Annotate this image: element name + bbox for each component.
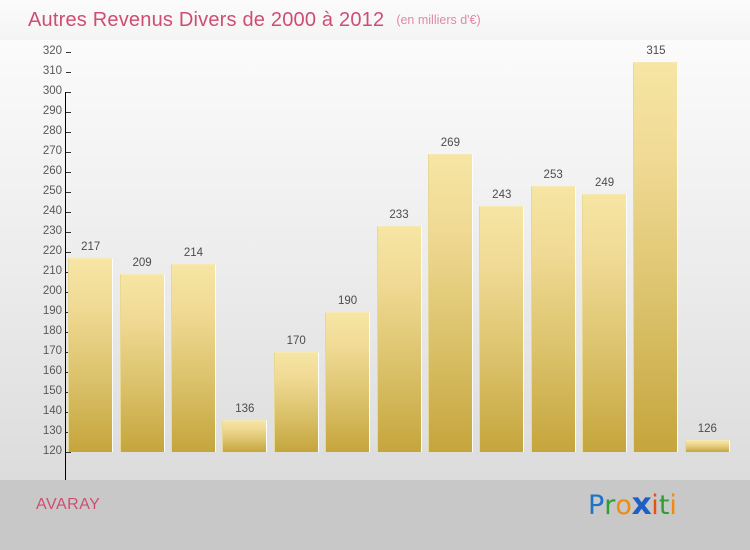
y-axis-tick bbox=[66, 132, 71, 133]
bar-value-label: 233 bbox=[389, 209, 409, 221]
y-axis-tick-label: 290 bbox=[42, 105, 62, 117]
logo-letter-x: x bbox=[631, 487, 652, 522]
bar-2004[interactable] bbox=[273, 352, 319, 452]
logo-letter-i2: i bbox=[669, 490, 677, 521]
bar-value-label: 136 bbox=[235, 403, 255, 415]
y-axis-tick-label: 230 bbox=[42, 225, 62, 237]
bar-2009[interactable] bbox=[530, 186, 576, 452]
bar-2000[interactable] bbox=[68, 258, 114, 452]
bar-value-label: 209 bbox=[132, 257, 152, 269]
y-axis-tick bbox=[66, 52, 71, 53]
bar-value-label: 190 bbox=[338, 295, 358, 307]
y-axis-tick-label: 250 bbox=[42, 185, 62, 197]
y-axis-tick-label: 310 bbox=[42, 65, 62, 77]
title-bar: Autres Revenus Divers de 2000 à 2012 (en… bbox=[0, 0, 750, 40]
bar-2001[interactable] bbox=[119, 274, 165, 452]
bar-2005[interactable] bbox=[325, 312, 371, 452]
y-axis-tick-label: 160 bbox=[42, 365, 62, 377]
footer: AVARAY Proxiti bbox=[0, 480, 750, 550]
y-axis-tick bbox=[66, 112, 71, 113]
y-axis-tick-label: 180 bbox=[42, 325, 62, 337]
bar-value-label: 126 bbox=[697, 423, 717, 435]
commune-name: AVARAY bbox=[36, 496, 101, 513]
y-axis-tick-label: 140 bbox=[42, 405, 62, 417]
y-axis-tick bbox=[66, 192, 71, 193]
page-title: Autres Revenus Divers de 2000 à 2012 bbox=[28, 8, 385, 31]
bar-2006[interactable] bbox=[376, 226, 422, 452]
logo-letter-r: r bbox=[604, 490, 616, 521]
y-axis-tick bbox=[66, 452, 71, 453]
y-axis-tick-label: 320 bbox=[42, 45, 62, 57]
bar-2011[interactable] bbox=[633, 62, 679, 452]
logo-letter-p: P bbox=[588, 490, 605, 521]
logo-letter-o: o bbox=[615, 490, 632, 521]
bar-2007[interactable] bbox=[427, 154, 473, 452]
chart-units-subtitle: (en milliers d'€) bbox=[396, 13, 481, 27]
bar-value-label: 214 bbox=[183, 247, 204, 259]
y-axis-tick bbox=[66, 252, 71, 253]
bar-value-label: 217 bbox=[81, 241, 101, 253]
y-axis-tick bbox=[66, 72, 71, 73]
bar-value-label: 243 bbox=[492, 189, 512, 201]
y-axis-tick bbox=[66, 232, 71, 233]
bar-2003[interactable] bbox=[222, 420, 268, 452]
y-axis-tick-label: 120 bbox=[42, 445, 62, 457]
y-axis-tick-label: 210 bbox=[42, 265, 62, 277]
y-axis-tick-label: 130 bbox=[42, 425, 62, 437]
y-axis-tick bbox=[66, 92, 71, 93]
logo-letter-t: t bbox=[658, 490, 670, 521]
y-axis-tick-label: 300 bbox=[42, 85, 62, 97]
y-axis-line bbox=[65, 92, 66, 493]
bar-value-label: 315 bbox=[646, 45, 666, 57]
bar-value-label: 253 bbox=[543, 169, 563, 181]
y-axis-tick-label: 170 bbox=[42, 345, 62, 357]
bar-2012[interactable] bbox=[684, 440, 730, 452]
y-axis-tick-label: 280 bbox=[42, 125, 62, 137]
chart-plot-frame: 120 130 140 150 160 170 180 190 200 210 220 230 240 2… bbox=[0, 40, 750, 507]
y-axis-tick-label: 260 bbox=[42, 165, 62, 177]
y-axis-tick-label: 150 bbox=[42, 385, 62, 397]
proxiti-logo[interactable]: Proxiti bbox=[588, 490, 677, 520]
logo-letter-i1: i bbox=[651, 490, 659, 521]
bar-2010[interactable] bbox=[582, 194, 628, 452]
y-axis-tick-label: 240 bbox=[42, 205, 62, 217]
y-axis-tick-label: 220 bbox=[42, 245, 62, 257]
y-axis-tick bbox=[66, 212, 71, 213]
y-axis-tick bbox=[66, 152, 71, 153]
bar-2008[interactable] bbox=[479, 206, 525, 452]
y-axis-tick-label: 270 bbox=[42, 145, 62, 157]
y-axis-tick bbox=[66, 172, 71, 173]
bar-value-label: 249 bbox=[594, 177, 615, 189]
y-axis-tick-label: 190 bbox=[42, 305, 62, 317]
bar-2002[interactable] bbox=[170, 264, 216, 452]
bar-value-label: 170 bbox=[286, 335, 306, 347]
y-axis-tick-label: 200 bbox=[42, 285, 62, 297]
bar-value-label: 269 bbox=[440, 137, 460, 149]
